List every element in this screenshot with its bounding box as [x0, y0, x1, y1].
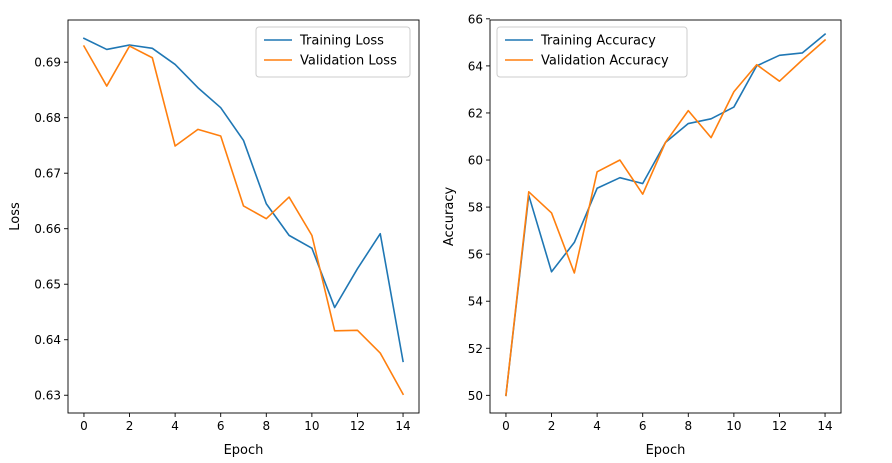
y-axis-label: Loss	[8, 202, 23, 231]
legend-entry: Training Loss	[299, 34, 384, 49]
x-tick-label: 2	[126, 419, 134, 433]
series-line-validation-loss	[82, 44, 405, 396]
y-tick-label: 0.68	[34, 111, 61, 125]
x-tick-label: 8	[684, 419, 692, 433]
y-tick-label: 50	[468, 389, 483, 403]
x-tick-label: 0	[80, 419, 88, 433]
x-tick-label: 4	[593, 419, 601, 433]
x-tick-label: 4	[171, 419, 179, 433]
y-tick-label: 56	[468, 248, 483, 262]
accuracy-chart: 0 2 4 6 8 10 12 14 50 52 54 56 58 60 62 64 66 Epoch Accura…	[442, 12, 842, 458]
series-line-training-loss	[82, 37, 404, 363]
y-tick-label: 62	[468, 106, 483, 120]
legend-entry: Validation Accuracy	[541, 54, 669, 69]
y-tick-label: 52	[468, 342, 483, 356]
x-tick-label: 12	[350, 419, 365, 433]
y-tick-label: 58	[468, 201, 483, 215]
x-tick-label: 6	[639, 419, 647, 433]
y-tick-label: 0.65	[34, 278, 61, 292]
x-tick-label: 10	[304, 419, 319, 433]
x-axis-label: Epoch	[224, 443, 264, 458]
x-axis-label: Epoch	[646, 443, 686, 458]
x-tick-label: 12	[772, 419, 787, 433]
x-tick-label: 2	[548, 419, 556, 433]
x-tick-label: 0	[502, 419, 510, 433]
y-tick-label: 64	[468, 59, 483, 73]
legend: Training Accuracy Validation Accuracy	[496, 26, 688, 78]
legend-entry: Validation Loss	[300, 54, 397, 69]
legend-box	[255, 26, 411, 78]
series-line-validation-accuracy	[505, 38, 827, 397]
y-tick-label: 0.69	[34, 56, 61, 70]
loss-chart: 0 2 4 6 8 10 12 14 0.63 0.64 0.65 0.66 0.67 0.68 0.69 E…	[8, 19, 420, 458]
legend-box	[496, 26, 688, 78]
legend: Training Loss Validation Loss	[255, 26, 411, 78]
y-tick-label: 0.64	[34, 333, 61, 347]
y-tick-label: 0.63	[34, 389, 61, 403]
y-tick-label: 66	[468, 12, 483, 26]
x-tick-label: 10	[726, 419, 741, 433]
y-tick-label: 60	[468, 154, 483, 168]
plot-frame	[67, 19, 420, 414]
x-tick-label: 8	[262, 419, 270, 433]
y-tick-label: 0.67	[34, 167, 61, 181]
y-tick-label: 54	[468, 295, 483, 309]
x-tick-label: 14	[817, 419, 832, 433]
plot-frame	[489, 19, 842, 414]
x-tick-label: 14	[395, 419, 410, 433]
y-axis-label: Accuracy	[442, 187, 457, 247]
legend-entry: Training Accuracy	[540, 34, 656, 49]
x-tick-label: 6	[217, 419, 225, 433]
y-tick-label: 0.66	[34, 222, 61, 236]
